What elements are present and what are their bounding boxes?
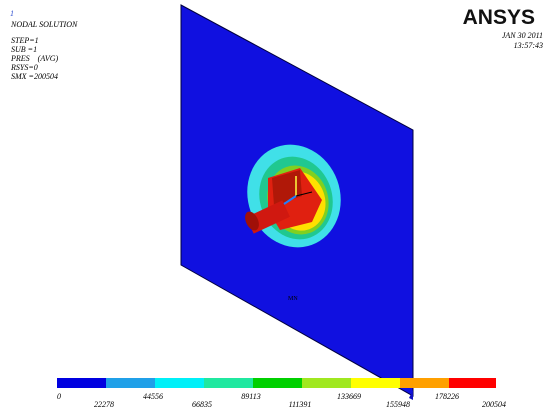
legend-label: 155948 [386, 400, 410, 408]
legend-swatch [302, 378, 351, 388]
logo: ANSYS [463, 6, 535, 29]
legend-swatch [57, 378, 106, 388]
time: 13:57:43 [514, 41, 543, 50]
date: JAN 30 2011 [502, 31, 543, 40]
legend-swatch [106, 378, 155, 388]
legend-swatch [351, 378, 400, 388]
legend-label: 22278 [94, 400, 114, 408]
legend-swatch [253, 378, 302, 388]
legend-swatch [155, 378, 204, 388]
legend-label: 0 [57, 392, 61, 401]
legend-swatch [204, 378, 253, 388]
ansys-window: 1 NODAL SOLUTION STEP=1SUB =1PRES (AVG)R… [0, 0, 545, 408]
legend-label: 44556 [143, 392, 163, 401]
legend-label: 66835 [192, 400, 212, 408]
legend-label: 111391 [289, 400, 312, 408]
info-line: RSYS=0 [10, 63, 38, 72]
info-line: SMX =200504 [11, 72, 58, 81]
legend-label: 178226 [435, 392, 459, 401]
info-line: PRES (AVG) [10, 54, 58, 63]
info-line: STEP=1 [11, 36, 39, 45]
legend-label: 89113 [241, 392, 260, 401]
logo-text: ANSYS [463, 6, 535, 29]
min-label: MN [288, 296, 298, 302]
legend-swatch [449, 378, 496, 388]
legend-swatch [400, 378, 449, 388]
window-number: 1 [10, 9, 14, 18]
info-line: SUB =1 [11, 45, 37, 54]
legend-label: 200504 [482, 400, 506, 408]
legend-label: 133669 [337, 392, 361, 401]
plot-title: NODAL SOLUTION [10, 20, 78, 29]
